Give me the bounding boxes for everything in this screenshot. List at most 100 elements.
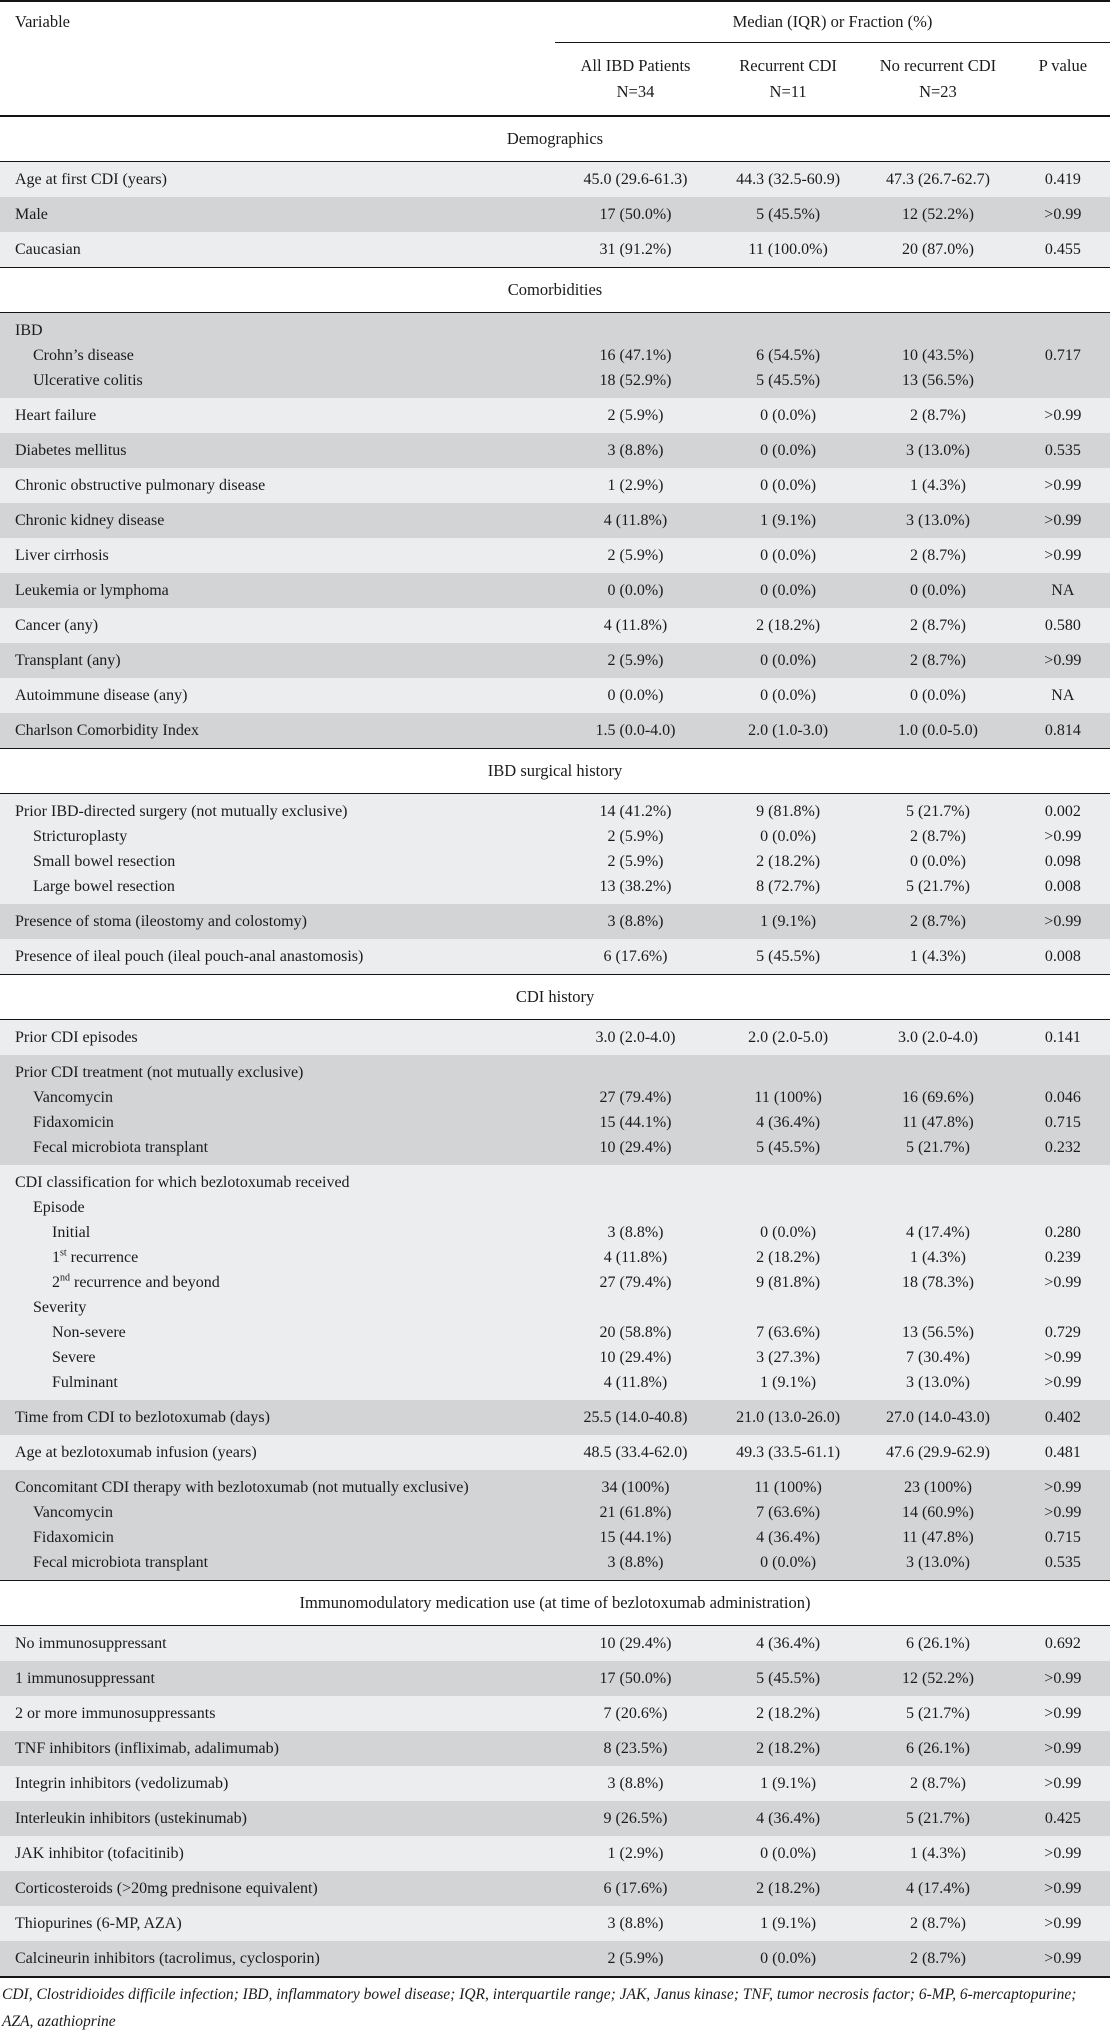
value-cell: 0 (0.0%) bbox=[715, 1941, 861, 1977]
variable-cell: Fidaxomicin bbox=[0, 1110, 556, 1135]
table-row: JAK inhibitor (tofacitinib) 1 (2.9%) 0 (0.… bbox=[0, 1836, 1110, 1871]
value-cell: 6 (17.6%) bbox=[555, 939, 716, 975]
variable-cell: Age at first CDI (years) bbox=[0, 161, 556, 197]
value-cell: 5 (21.7%) bbox=[860, 793, 1016, 824]
value-cell: 2 (8.7%) bbox=[860, 643, 1016, 678]
p-value-cell: >0.99 bbox=[1015, 1766, 1110, 1801]
value-cell: 1 (4.3%) bbox=[860, 1245, 1016, 1270]
value-cell: 3 (13.0%) bbox=[860, 433, 1016, 468]
value-cell: 2.0 (1.0-3.0) bbox=[715, 713, 861, 749]
value-cell: 1 (4.3%) bbox=[860, 468, 1016, 503]
section-header-row: IBD surgical history bbox=[0, 748, 1110, 794]
p-value-cell: 0.715 bbox=[1015, 1525, 1110, 1550]
value-cell: 5 (21.7%) bbox=[860, 874, 1016, 904]
variable-cell: Severity bbox=[0, 1295, 556, 1320]
header-spanner-row: Variable Median (IQR) or Fraction (%) bbox=[0, 1, 1110, 43]
value-cell: 8 (23.5%) bbox=[555, 1731, 716, 1766]
table-row: Calcineurin inhibitors (tacrolimus, cycl… bbox=[0, 1941, 1110, 1977]
section-title: Demographics bbox=[0, 115, 1110, 162]
value-cell: 10 (29.4%) bbox=[555, 1135, 716, 1165]
variable-cell: Heart failure bbox=[0, 398, 556, 433]
variable-cell: No immunosuppressant bbox=[0, 1625, 556, 1661]
variable-cell: Autoimmune disease (any) bbox=[0, 678, 556, 713]
p-value-cell bbox=[1015, 1055, 1110, 1085]
value-cell: 2 (18.2%) bbox=[715, 1696, 861, 1731]
variable-cell: Male bbox=[0, 197, 556, 232]
table-row: Liver cirrhosis 2 (5.9%) 0 (0.0%) 2 (8.7%) >… bbox=[0, 538, 1110, 573]
p-value-cell: >0.99 bbox=[1015, 398, 1110, 433]
value-cell bbox=[715, 1055, 861, 1085]
value-cell bbox=[860, 1195, 1016, 1220]
variable-cell: Presence of ileal pouch (ileal pouch-ana… bbox=[0, 939, 556, 975]
variable-cell: CDI classification for which bezlotoxuma… bbox=[0, 1165, 556, 1195]
variable-cell: Prior CDI episodes bbox=[0, 1019, 556, 1055]
section-title: Comorbidities bbox=[0, 267, 1110, 313]
variable-cell: Prior IBD-directed surgery (not mutually… bbox=[0, 793, 556, 824]
variable-cell: Vancomycin bbox=[0, 1500, 556, 1525]
variable-cell: Diabetes mellitus bbox=[0, 433, 556, 468]
variable-cell: Time from CDI to bezlotoxumab (days) bbox=[0, 1400, 556, 1435]
header-columns-row: All IBD Patients N=34 Recurrent CDI N=11… bbox=[0, 43, 1110, 117]
value-cell: 6 (17.6%) bbox=[555, 1871, 716, 1906]
value-cell: 11 (100%) bbox=[715, 1085, 861, 1110]
value-cell: 0 (0.0%) bbox=[715, 468, 861, 503]
variable-cell: Stricturoplasty bbox=[0, 824, 556, 849]
value-cell: 6 (26.1%) bbox=[860, 1731, 1016, 1766]
value-cell: 13 (56.5%) bbox=[860, 368, 1016, 398]
value-cell: 4 (17.4%) bbox=[860, 1871, 1016, 1906]
table-row: 2 or more immunosuppressants 7 (20.6%) 2 (… bbox=[0, 1696, 1110, 1731]
value-cell bbox=[715, 1295, 861, 1320]
p-value-cell bbox=[1015, 1195, 1110, 1220]
value-cell: 6 (54.5%) bbox=[715, 343, 861, 368]
variable-cell: Fulminant bbox=[0, 1370, 556, 1400]
variable-cell: Leukemia or lymphoma bbox=[0, 573, 556, 608]
value-cell: 4 (17.4%) bbox=[860, 1220, 1016, 1245]
variable-cell: JAK inhibitor (tofacitinib) bbox=[0, 1836, 556, 1871]
p-value-cell: 0.280 bbox=[1015, 1220, 1110, 1245]
value-cell: 9 (26.5%) bbox=[555, 1801, 716, 1836]
table-row: Caucasian 31 (91.2%) 11 (100.0%) 20 (87.0%)… bbox=[0, 232, 1110, 268]
value-cell: 2.0 (2.0-5.0) bbox=[715, 1019, 861, 1055]
table-row: Time from CDI to bezlotoxumab (days) 25.5… bbox=[0, 1400, 1110, 1435]
p-value-cell: >0.99 bbox=[1015, 824, 1110, 849]
section-header-row: CDI history bbox=[0, 974, 1110, 1020]
table-row: Integrin inhibitors (vedolizumab) 3 (8.8%… bbox=[0, 1766, 1110, 1801]
value-cell: 10 (29.4%) bbox=[555, 1345, 716, 1370]
p-value-cell: >0.99 bbox=[1015, 1470, 1110, 1500]
value-cell: 5 (21.7%) bbox=[860, 1135, 1016, 1165]
table-row: Corticosteroids (>20mg prednisone equiva… bbox=[0, 1871, 1110, 1906]
value-cell: 4 (11.8%) bbox=[555, 503, 716, 538]
table-row: Fidaxomicin 15 (44.1%) 4 (36.4%) 11 (47.8%)… bbox=[0, 1525, 1110, 1550]
p-value-cell: >0.99 bbox=[1015, 503, 1110, 538]
value-cell bbox=[555, 1295, 716, 1320]
column-n: N=23 bbox=[919, 82, 957, 101]
value-cell: 2 (8.7%) bbox=[860, 1906, 1016, 1941]
column-header-recurrent-cdi: Recurrent CDI N=11 bbox=[716, 43, 860, 117]
value-cell: 5 (45.5%) bbox=[715, 197, 861, 232]
value-cell: 3 (27.3%) bbox=[715, 1345, 861, 1370]
variable-cell: Presence of stoma (ileostomy and colosto… bbox=[0, 904, 556, 939]
variable-cell: Fecal microbiota transplant bbox=[0, 1135, 556, 1165]
value-cell: 1 (9.1%) bbox=[715, 1906, 861, 1941]
value-cell: 1 (9.1%) bbox=[715, 904, 861, 939]
table-row: Autoimmune disease (any) 0 (0.0%) 0 (0.0%)… bbox=[0, 678, 1110, 713]
value-cell: 16 (47.1%) bbox=[555, 343, 716, 368]
value-cell: 5 (45.5%) bbox=[715, 368, 861, 398]
value-cell: 15 (44.1%) bbox=[555, 1525, 716, 1550]
p-value-cell: 0.098 bbox=[1015, 849, 1110, 874]
table-row: Prior IBD-directed surgery (not mutually… bbox=[0, 793, 1110, 824]
section-header-row: Immunomodulatory medication use (at time… bbox=[0, 1580, 1110, 1626]
p-value-cell: NA bbox=[1015, 573, 1110, 608]
variable-cell: Large bowel resection bbox=[0, 874, 556, 904]
p-value-cell: 0.580 bbox=[1015, 608, 1110, 643]
p-value-cell: >0.99 bbox=[1015, 1906, 1110, 1941]
ordinal-suffix: nd bbox=[60, 1272, 70, 1284]
p-value-cell: >0.99 bbox=[1015, 1661, 1110, 1696]
variable-cell: Calcineurin inhibitors (tacrolimus, cycl… bbox=[0, 1941, 556, 1977]
value-cell: 21.0 (13.0-26.0) bbox=[715, 1400, 861, 1435]
value-cell: 47.6 (29.9-62.9) bbox=[860, 1435, 1016, 1470]
column-header-no-recurrent-cdi: No recurrent CDI N=23 bbox=[860, 43, 1015, 117]
value-cell: 0 (0.0%) bbox=[715, 824, 861, 849]
p-value-cell: 0.717 bbox=[1015, 343, 1110, 368]
p-value-cell bbox=[1015, 368, 1110, 398]
